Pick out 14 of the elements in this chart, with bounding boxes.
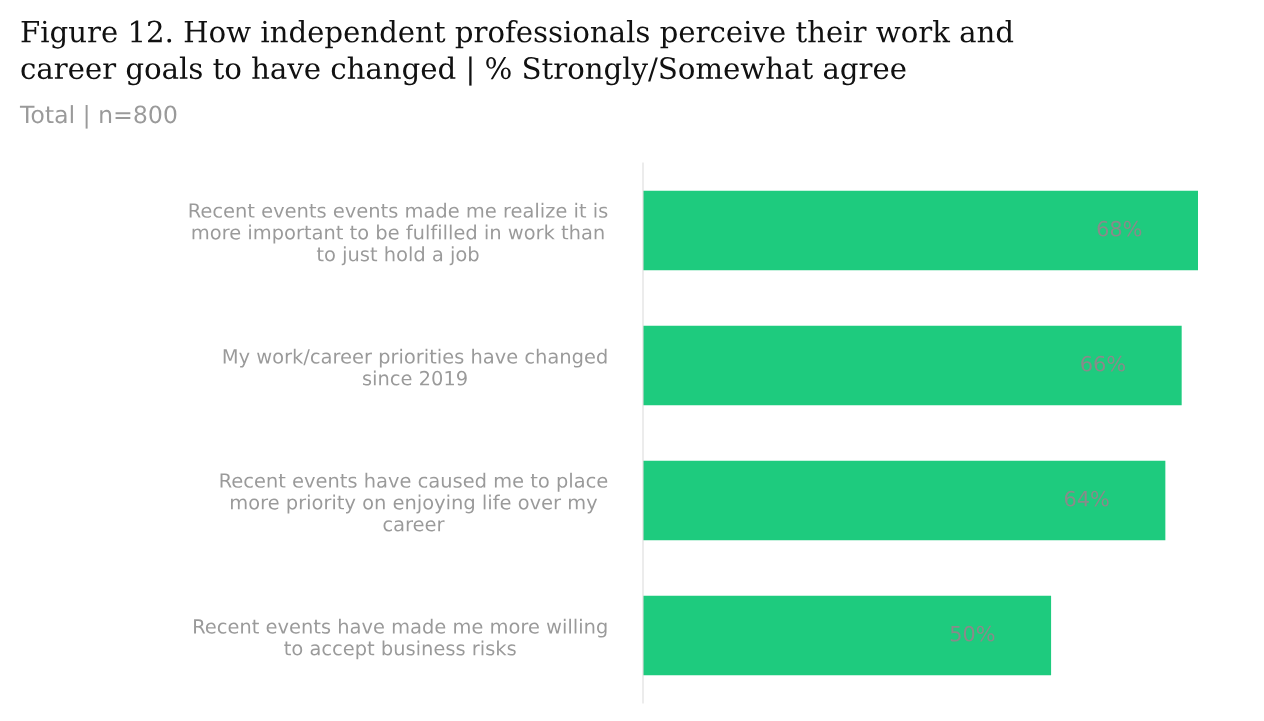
data-label: 50% <box>950 625 995 642</box>
text: Total | n=800 <box>19 105 177 129</box>
y-tick-label: My work/career priorities have changed since 2019 <box>223 348 607 386</box>
bar <box>643 325 1182 406</box>
y-tick-label: Recent events have made me more willing to accept business risks <box>194 618 607 660</box>
bar <box>643 190 1198 271</box>
data-label: 68% <box>1097 220 1142 237</box>
bar <box>643 460 1166 541</box>
bar <box>643 595 1052 676</box>
chart-title: Figure 12. How independent professionals perceive their work and career goals to have changed | % Strongly/Somewhat agree <box>21 20 1014 86</box>
y-tick-label: Recent events events made me realize it is more important to be fulfilled in work than to just hold a job <box>189 202 608 266</box>
data-label: 66% <box>1081 355 1125 372</box>
data-label: 64% <box>1064 490 1109 507</box>
y-tick-label: Recent events have caused me to place more priority on enjoying life over my career <box>220 472 608 532</box>
